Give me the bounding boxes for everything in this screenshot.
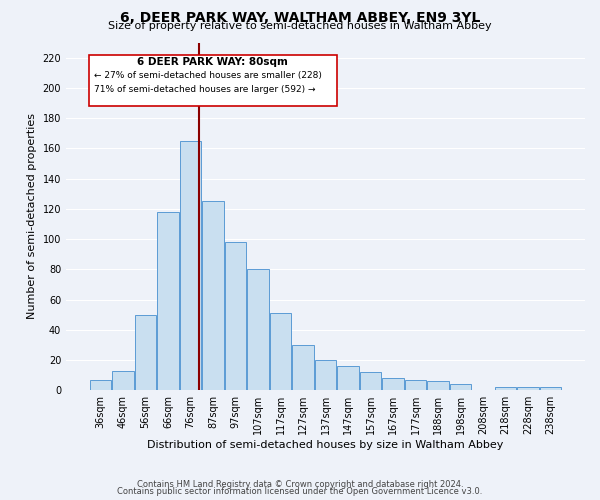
Bar: [382, 378, 404, 390]
X-axis label: Distribution of semi-detached houses by size in Waltham Abbey: Distribution of semi-detached houses by …: [148, 440, 504, 450]
Bar: [427, 381, 449, 390]
Bar: [202, 201, 224, 390]
Bar: [517, 387, 539, 390]
Text: Contains public sector information licensed under the Open Government Licence v3: Contains public sector information licen…: [118, 487, 482, 496]
Bar: [337, 366, 359, 390]
Y-axis label: Number of semi-detached properties: Number of semi-detached properties: [27, 114, 37, 320]
Text: Contains HM Land Registry data © Crown copyright and database right 2024.: Contains HM Land Registry data © Crown c…: [137, 480, 463, 489]
Bar: [134, 314, 156, 390]
Text: 6, DEER PARK WAY, WALTHAM ABBEY, EN9 3YL: 6, DEER PARK WAY, WALTHAM ABBEY, EN9 3YL: [120, 11, 480, 25]
Bar: [360, 372, 381, 390]
Bar: [450, 384, 472, 390]
Bar: [112, 370, 134, 390]
Text: 6 DEER PARK WAY: 80sqm: 6 DEER PARK WAY: 80sqm: [137, 57, 289, 67]
FancyBboxPatch shape: [89, 54, 337, 106]
Bar: [180, 141, 201, 390]
Text: ← 27% of semi-detached houses are smaller (228): ← 27% of semi-detached houses are smalle…: [94, 72, 322, 80]
Bar: [495, 387, 517, 390]
Bar: [89, 380, 111, 390]
Bar: [270, 313, 291, 390]
Bar: [247, 270, 269, 390]
Bar: [292, 345, 314, 390]
Bar: [315, 360, 336, 390]
Bar: [405, 380, 426, 390]
Text: 71% of semi-detached houses are larger (592) →: 71% of semi-detached houses are larger (…: [94, 85, 315, 94]
Bar: [225, 242, 246, 390]
Bar: [157, 212, 179, 390]
Bar: [540, 387, 562, 390]
Text: Size of property relative to semi-detached houses in Waltham Abbey: Size of property relative to semi-detach…: [108, 21, 492, 31]
